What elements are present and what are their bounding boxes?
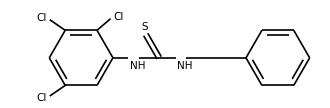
Text: NH: NH xyxy=(177,61,192,71)
Text: Cl: Cl xyxy=(114,12,124,22)
Text: S: S xyxy=(142,22,148,32)
Text: Cl: Cl xyxy=(37,13,47,23)
Text: NH: NH xyxy=(130,61,145,71)
Text: Cl: Cl xyxy=(37,93,47,103)
